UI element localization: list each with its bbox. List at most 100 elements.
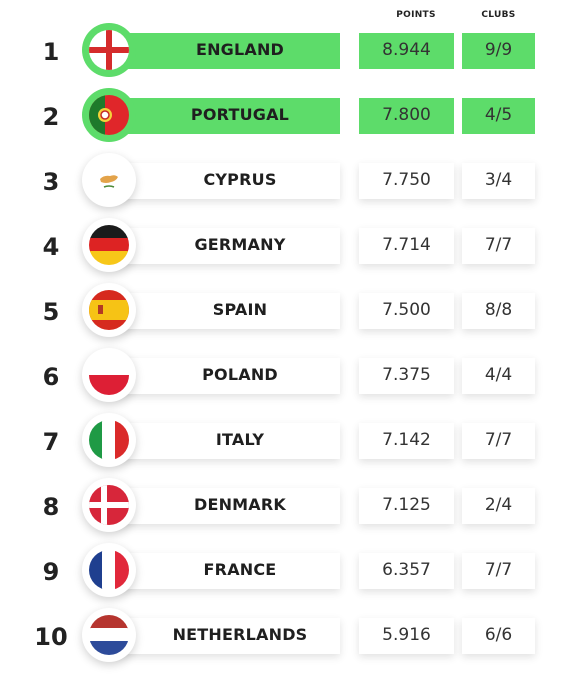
- flag-badge: [82, 543, 136, 597]
- points-box: [359, 553, 454, 589]
- clubs-box: [462, 488, 535, 524]
- country-name: FRANCE: [203, 560, 277, 579]
- clubs-value: 4/4: [484, 365, 513, 385]
- clubs-value: 7/7: [484, 235, 513, 255]
- country-name: ENGLAND: [195, 40, 285, 59]
- ranking-row: 2 PORTUGAL 7.800 4/5: [0, 88, 582, 142]
- poland-flag-icon: [89, 355, 129, 395]
- points-box: [359, 293, 454, 329]
- france-flag-icon: [89, 550, 129, 590]
- clubs-value: 2/4: [484, 495, 513, 515]
- points-value: 7.500: [382, 300, 431, 320]
- flag-badge: [82, 153, 136, 207]
- ranking-row: 7 ITALY 7.142 7/7: [0, 413, 582, 467]
- points-value: 8.944: [382, 40, 431, 60]
- clubs-value: 9/9: [484, 40, 513, 60]
- clubs-value: 4/5: [484, 105, 513, 125]
- rank-number: 10: [34, 623, 68, 651]
- flag-badge: [82, 218, 136, 272]
- clubs-box: [462, 33, 535, 69]
- clubs-value: 8/8: [484, 300, 513, 320]
- clubs-value: 6/6: [484, 625, 513, 645]
- clubs-box: [462, 553, 535, 589]
- ranking-row: 3 CYPRUS 7.750 3/4: [0, 153, 582, 207]
- country-bar: [114, 163, 340, 199]
- rank-number: 2: [42, 103, 60, 131]
- cyprus-flag-icon: [89, 160, 129, 200]
- country-bar: [114, 423, 340, 459]
- points-box: [359, 33, 454, 69]
- clubs-box: [462, 423, 535, 459]
- clubs-box: [462, 358, 535, 394]
- points-value: 5.916: [382, 625, 431, 645]
- country-bar: [114, 553, 340, 589]
- ranking-row: 1 ENGLAND 8.944 9/9: [0, 23, 582, 77]
- points-value: 7.375: [382, 365, 431, 385]
- points-value: 7.800: [382, 105, 431, 125]
- country-bar: [114, 618, 340, 654]
- country-bar: [114, 293, 340, 329]
- country-bar: [114, 488, 340, 524]
- rank-number: 5: [42, 298, 60, 326]
- clubs-box: [462, 98, 535, 134]
- rank-number: 8: [42, 493, 60, 521]
- spain-flag-icon: [89, 290, 129, 330]
- country-name: CYPRUS: [203, 170, 277, 189]
- ranking-row: 6 POLAND 7.375 4/4: [0, 348, 582, 402]
- ranking-row: 4 GERMANY 7.714 7/7: [0, 218, 582, 272]
- points-value: 7.714: [382, 235, 431, 255]
- points-value: 7.125: [382, 495, 431, 515]
- clubs-value: 7/7: [484, 430, 513, 450]
- flag-badge: [82, 608, 136, 662]
- ranking-row: 8 DENMARK 7.125 2/4: [0, 478, 582, 532]
- points-box: [359, 228, 454, 264]
- rank-number: 7: [42, 428, 60, 456]
- points-box: [359, 163, 454, 199]
- clubs-box: [462, 163, 535, 199]
- ranking-row: 9 FRANCE 6.357 7/7: [0, 543, 582, 597]
- netherlands-flag-icon: [89, 615, 129, 655]
- points-value: 7.750: [382, 170, 431, 190]
- ranking-row: 10 NETHERLANDS 5.916 6/6: [0, 608, 582, 662]
- rank-number: 1: [42, 38, 60, 66]
- flag-badge: [82, 413, 136, 467]
- clubs-value: 3/4: [484, 170, 513, 190]
- points-box: [359, 488, 454, 524]
- country-name: PORTUGAL: [190, 105, 290, 124]
- rank-number: 6: [42, 363, 60, 391]
- denmark-flag-icon: [89, 485, 129, 525]
- country-name: NETHERLANDS: [172, 625, 308, 644]
- flag-badge: [82, 88, 136, 142]
- points-box: [359, 618, 454, 654]
- points-box: [359, 98, 454, 134]
- country-bar: [114, 98, 340, 134]
- country-name: GERMANY: [194, 235, 286, 254]
- country-bar: [114, 358, 340, 394]
- clubs-value: 7/7: [484, 560, 513, 580]
- clubs-column-header: CLUBS: [481, 10, 516, 20]
- rank-number: 3: [42, 168, 60, 196]
- clubs-box: [462, 618, 535, 654]
- rank-number: 4: [42, 233, 60, 261]
- england-flag-icon: [89, 30, 129, 70]
- country-name: DENMARK: [193, 495, 287, 514]
- ranking-row: 5 SPAIN 7.500 8/8: [0, 283, 582, 337]
- germany-flag-icon: [89, 225, 129, 265]
- flag-badge: [82, 348, 136, 402]
- clubs-box: [462, 228, 535, 264]
- points-box: [359, 423, 454, 459]
- points-box: [359, 358, 454, 394]
- flag-badge: [82, 283, 136, 337]
- country-name: ITALY: [215, 430, 265, 449]
- rank-number: 9: [42, 558, 60, 586]
- country-name: SPAIN: [212, 300, 268, 319]
- points-column-header: POINTS: [396, 10, 436, 20]
- points-value: 7.142: [382, 430, 431, 450]
- points-value: 6.357: [382, 560, 431, 580]
- country-bar: [114, 228, 340, 264]
- clubs-box: [462, 293, 535, 329]
- flag-badge: [82, 478, 136, 532]
- italy-flag-icon: [89, 420, 129, 460]
- portugal-flag-icon: [89, 95, 129, 135]
- country-name: POLAND: [202, 365, 278, 384]
